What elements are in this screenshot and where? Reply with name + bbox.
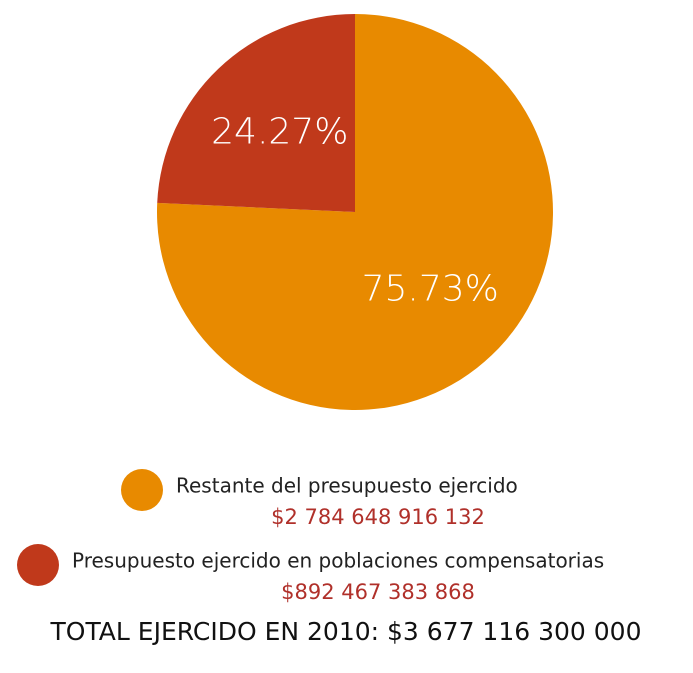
slice-label: 24.27% xyxy=(211,111,348,152)
legend-amount: $2 784 648 916 132 xyxy=(271,505,485,529)
legend-label: Presupuesto ejercido en poblaciones comp… xyxy=(72,549,604,573)
legend-amount: $892 467 383 868 xyxy=(281,580,475,604)
slice-label: 75.73% xyxy=(362,269,499,310)
pie-slice xyxy=(157,14,355,212)
legend-label: Restante del presupuesto ejercido xyxy=(176,474,518,498)
total-footer: TOTAL EJERCIDO EN 2010: $3 677 116 300 0… xyxy=(50,617,642,646)
legend-swatch xyxy=(17,544,59,586)
legend-swatch xyxy=(121,469,163,511)
